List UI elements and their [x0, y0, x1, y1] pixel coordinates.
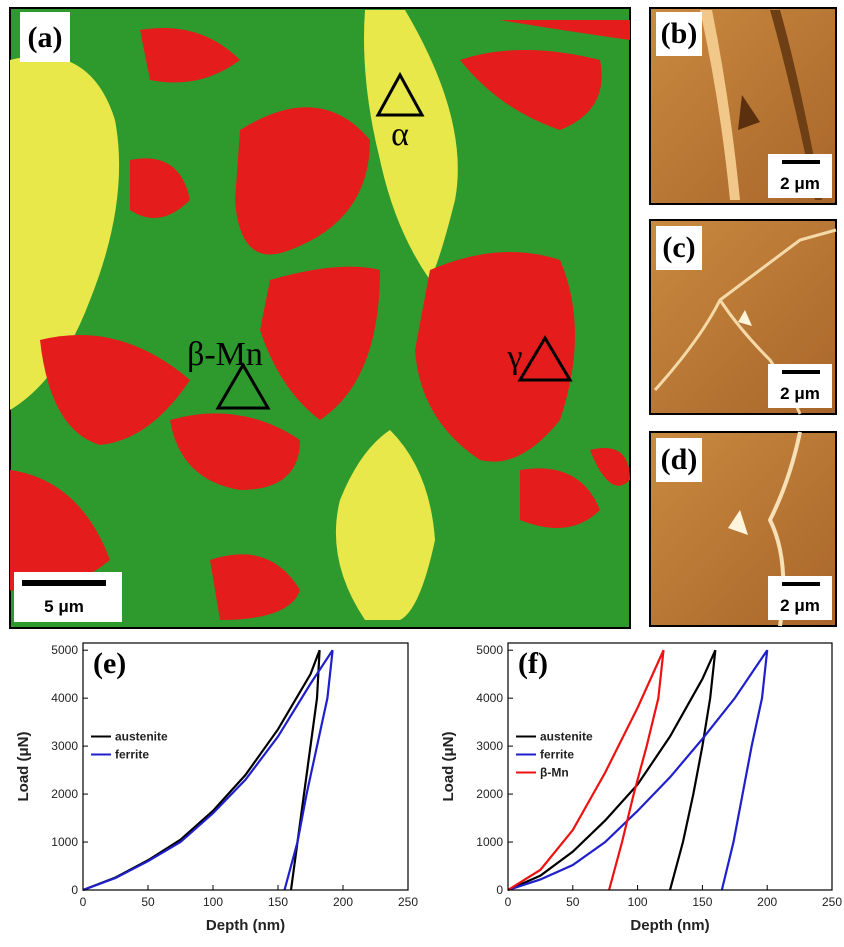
data-line	[508, 650, 664, 890]
x-tick-label: 50	[141, 895, 155, 909]
x-tick-label: 250	[822, 895, 842, 909]
legend-label: austenite	[115, 730, 168, 744]
chart: austenite ferrite 0 50 100 150 200 250 0 1000 2000…	[15, 643, 418, 934]
y-axis-label: Load (μN)	[15, 731, 32, 801]
afm-image: (c) 2 μm	[650, 220, 836, 414]
annotation: γ	[506, 339, 522, 376]
scale-bar-label: 5 μm	[44, 597, 84, 616]
afm-image: (b) 2 μm	[650, 8, 836, 204]
y-tick-label: 5000	[51, 643, 78, 657]
figure: (a) α β-Mn γ 5 μm (b) 2 μm (c) 2 μm	[0, 0, 844, 947]
x-tick-label: 50	[566, 895, 580, 909]
x-tick-label: 0	[80, 895, 87, 909]
scale-bar-label: 2 μm	[780, 384, 820, 403]
x-tick-label: 200	[333, 895, 353, 909]
x-tick-label: 100	[203, 895, 223, 909]
annotation: β-Mn	[187, 336, 263, 373]
phase-map: (a) α β-Mn γ 5 μm	[10, 8, 630, 628]
chart: austenite ferrite β-Mn 0 50 100 150 200 250 0 1000…	[440, 643, 842, 934]
y-tick-label: 4000	[476, 691, 503, 705]
y-tick-label: 1000	[51, 835, 78, 849]
x-axis-label: Depth (nm)	[206, 917, 285, 934]
x-tick-label: 250	[398, 895, 418, 909]
y-axis-label: Load (μN)	[440, 731, 457, 801]
x-tick-label: 150	[692, 895, 712, 909]
y-tick-label: 3000	[51, 739, 78, 753]
x-axis-label: Depth (nm)	[630, 917, 709, 934]
plot-frame	[83, 643, 408, 890]
panel-label: (b)	[661, 17, 698, 50]
scale-bar-label: 2 μm	[780, 174, 820, 193]
y-tick-label: 0	[496, 883, 503, 897]
y-tick-label: 4000	[51, 691, 78, 705]
y-tick-label: 2000	[51, 787, 78, 801]
y-tick-label: 2000	[476, 787, 503, 801]
panel-label: (e)	[93, 647, 126, 680]
x-tick-label: 150	[268, 895, 288, 909]
panel-label: (d)	[661, 443, 698, 476]
data-line	[83, 650, 333, 890]
y-tick-label: 1000	[476, 835, 503, 849]
annotation: α	[391, 116, 409, 153]
legend-label: ferrite	[540, 748, 574, 762]
panel-label: (c)	[662, 231, 695, 264]
afm-image: (d) 2 μm	[650, 432, 836, 626]
x-tick-label: 200	[757, 895, 777, 909]
data-line	[83, 650, 320, 890]
x-tick-label: 100	[628, 895, 648, 909]
y-tick-label: 0	[71, 883, 78, 897]
panel-label: (a)	[28, 21, 63, 54]
legend-label: ferrite	[115, 748, 149, 762]
x-tick-label: 0	[505, 895, 512, 909]
legend-label: austenite	[540, 730, 593, 744]
panel-label: (f)	[518, 647, 548, 680]
scale-bar-label: 2 μm	[780, 596, 820, 615]
y-tick-label: 5000	[476, 643, 503, 657]
legend-label: β-Mn	[540, 766, 569, 780]
y-tick-label: 3000	[476, 739, 503, 753]
